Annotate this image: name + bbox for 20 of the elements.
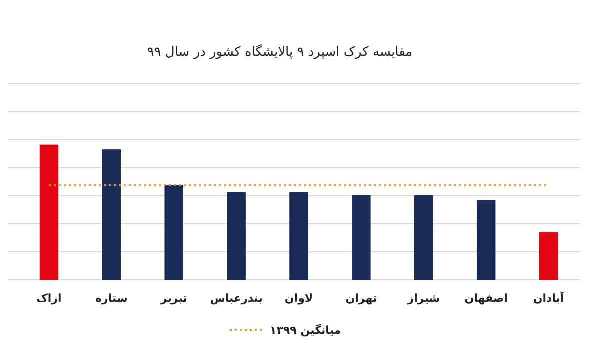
- x-tick-label: تهران: [346, 292, 378, 305]
- bar: [164, 185, 184, 280]
- bar: [290, 192, 308, 280]
- bar: [40, 144, 59, 280]
- x-tick-label: لاوان: [284, 292, 314, 305]
- chart-title: مقایسه کرک اسپرد ۹ پالایشگاه کشور در سال ۹۹: [147, 44, 413, 60]
- x-tick-label: اراک: [36, 292, 62, 305]
- bar: [102, 150, 122, 280]
- x-tick-label: بندرعباس: [210, 292, 263, 305]
- x-tick-label: اصفهان: [464, 292, 508, 305]
- x-tick-label: شیراز: [406, 292, 440, 305]
- bar: [352, 196, 371, 280]
- bar: [227, 192, 246, 280]
- legend-label: میانگین ۱۳۹۹: [270, 324, 342, 337]
- bar: [476, 200, 496, 280]
- x-tick-label: آبادان: [533, 291, 564, 305]
- x-tick-label: تبریز: [160, 292, 188, 305]
- bar: [539, 232, 558, 280]
- x-tick-label: ستاره: [96, 292, 128, 305]
- bar: [414, 196, 434, 280]
